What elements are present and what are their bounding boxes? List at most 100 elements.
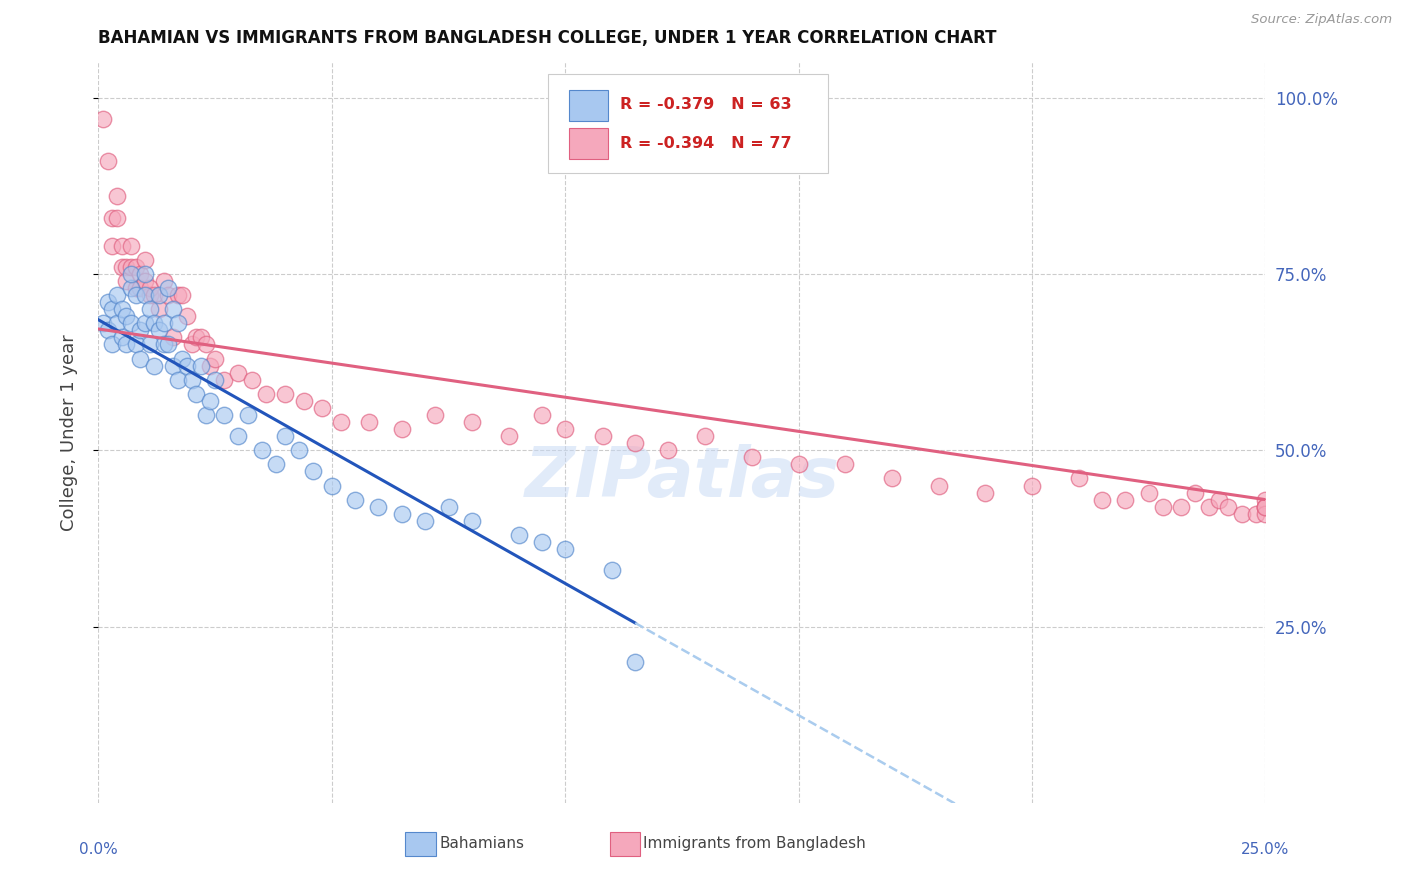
Point [125, 337, 148, 351]
Point [880, 471, 903, 485]
Point [115, 260, 138, 274]
Point [194, 408, 217, 422]
Point [1254, 500, 1277, 514]
Point [624, 436, 647, 450]
Point [204, 351, 226, 366]
Point [461, 415, 484, 429]
Text: Immigrants from Bangladesh: Immigrants from Bangladesh [644, 836, 866, 851]
Point [115, 337, 138, 351]
Point [274, 429, 297, 443]
Point [311, 401, 333, 415]
Text: Bahamians: Bahamians [439, 836, 524, 851]
Point [461, 514, 484, 528]
Text: Source: ZipAtlas.com: Source: ZipAtlas.com [1251, 13, 1392, 27]
Point [180, 337, 202, 351]
Y-axis label: College, Under 1 year: College, Under 1 year [59, 334, 77, 531]
Point [1184, 485, 1206, 500]
Point [134, 252, 156, 267]
Point [166, 373, 188, 387]
Point [143, 316, 166, 330]
Point [176, 359, 198, 373]
Point [105, 288, 128, 302]
Point [508, 528, 530, 542]
Point [1254, 500, 1277, 514]
Point [1244, 507, 1267, 521]
Point [1067, 471, 1090, 485]
Point [111, 239, 134, 253]
Point [166, 316, 188, 330]
Point [134, 316, 156, 330]
Point [600, 563, 623, 577]
Text: R = -0.379   N = 63: R = -0.379 N = 63 [620, 97, 792, 112]
Point [200, 393, 222, 408]
Point [928, 478, 950, 492]
Point [498, 429, 520, 443]
Point [1198, 500, 1220, 514]
Point [148, 288, 170, 302]
FancyBboxPatch shape [568, 90, 609, 121]
Point [180, 373, 202, 387]
Point [554, 422, 576, 436]
Point [139, 337, 162, 351]
Point [91, 316, 114, 330]
Point [129, 323, 152, 337]
Point [176, 310, 198, 324]
Point [592, 429, 614, 443]
Point [204, 373, 226, 387]
Point [97, 295, 120, 310]
Point [228, 429, 250, 443]
Point [157, 337, 180, 351]
Point [152, 337, 174, 351]
Point [120, 316, 142, 330]
FancyBboxPatch shape [610, 832, 640, 856]
Point [186, 330, 208, 344]
Point [101, 211, 124, 225]
Point [143, 359, 166, 373]
Point [97, 323, 120, 337]
Point [236, 408, 259, 422]
Point [330, 415, 353, 429]
Point [120, 267, 142, 281]
Point [367, 500, 389, 514]
Point [134, 288, 156, 302]
Point [1021, 478, 1043, 492]
Point [125, 260, 148, 274]
Point [91, 112, 114, 126]
Point [101, 239, 124, 253]
Point [250, 443, 273, 458]
Point [111, 260, 134, 274]
Point [256, 387, 278, 401]
Point [129, 281, 152, 295]
Point [834, 458, 856, 472]
Text: ZIPatlas: ZIPatlas [524, 443, 839, 510]
Point [172, 351, 194, 366]
Point [741, 450, 763, 465]
Point [302, 464, 325, 478]
Point [105, 211, 128, 225]
Point [200, 359, 222, 373]
Point [134, 274, 156, 288]
Point [214, 373, 236, 387]
Point [359, 415, 381, 429]
Point [242, 373, 264, 387]
Text: BAHAMIAN VS IMMIGRANTS FROM BANGLADESH COLLEGE, UNDER 1 YEAR CORRELATION CHART: BAHAMIAN VS IMMIGRANTS FROM BANGLADESH C… [98, 29, 997, 47]
Point [423, 408, 446, 422]
Point [292, 393, 315, 408]
Point [1091, 492, 1114, 507]
Point [1170, 500, 1192, 514]
Point [139, 281, 162, 295]
Point [974, 485, 997, 500]
Text: 25.0%: 25.0% [1241, 842, 1289, 856]
Point [657, 443, 679, 458]
Point [530, 535, 553, 549]
Point [134, 267, 156, 281]
Point [129, 351, 152, 366]
Point [214, 408, 236, 422]
Point [139, 302, 162, 317]
Point [157, 281, 180, 295]
Point [101, 302, 124, 317]
Point [152, 274, 174, 288]
Point [166, 288, 188, 302]
Point [1216, 500, 1239, 514]
Point [554, 541, 576, 556]
